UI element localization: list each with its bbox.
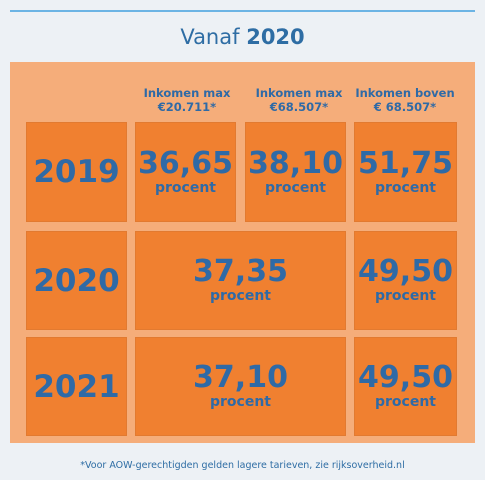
rate-value: 36,65 — [138, 145, 233, 181]
rate-value: 49,50 — [358, 254, 453, 289]
column-header-3: Inkomen boven € 68.507* — [349, 86, 461, 114]
title-prefix: Vanaf — [180, 25, 240, 49]
column-header-2-line1: Inkomen max — [255, 86, 343, 100]
rate-unit: procent — [155, 179, 216, 196]
row-year-2019: 2019 — [26, 122, 127, 222]
rate-cell-2020-high: 49,50 procent — [354, 231, 457, 330]
column-header-1-line2: €20.711* — [157, 100, 217, 114]
rate-value: 37,35 — [193, 254, 288, 289]
rate-cell-2019-high: 51,75 procent — [354, 122, 457, 222]
rate-cell-2019-mid: 38,10 procent — [245, 122, 346, 222]
rate-unit: procent — [210, 288, 271, 304]
rate-cell-2021-high: 49,50 procent — [354, 337, 457, 436]
rate-unit: procent — [265, 179, 326, 196]
row-year-2020: 2020 — [26, 231, 127, 330]
rate-cell-2019-low: 36,65 procent — [135, 122, 236, 222]
row-year-2021: 2021 — [26, 337, 127, 436]
rate-value: 49,50 — [358, 360, 453, 395]
rate-unit: procent — [210, 394, 271, 410]
title-year: 2020 — [246, 25, 305, 49]
rate-value: 38,10 — [248, 145, 343, 181]
column-header-2: Inkomen max €68.507* — [243, 86, 355, 114]
rate-value: 37,10 — [193, 360, 288, 395]
rate-unit: procent — [375, 288, 436, 304]
column-header-1-line1: Inkomen max — [143, 86, 231, 100]
column-header-3-line1: Inkomen boven — [355, 86, 455, 100]
page-title: Vanaf 2020 — [0, 20, 485, 54]
header-divider — [10, 10, 475, 12]
column-header-1: Inkomen max €20.711* — [131, 86, 243, 114]
rate-unit: procent — [375, 394, 436, 410]
rate-unit: procent — [375, 179, 436, 196]
rate-cell-2021-low: 37,10 procent — [135, 337, 346, 436]
footnote: *Voor AOW-gerechtigden gelden lagere tar… — [80, 460, 405, 471]
rate-value: 51,75 — [358, 145, 453, 181]
column-header-3-line2: € 68.507* — [373, 100, 437, 114]
column-header-2-line2: €68.507* — [269, 100, 329, 114]
rate-cell-2020-low: 37,35 procent — [135, 231, 346, 330]
